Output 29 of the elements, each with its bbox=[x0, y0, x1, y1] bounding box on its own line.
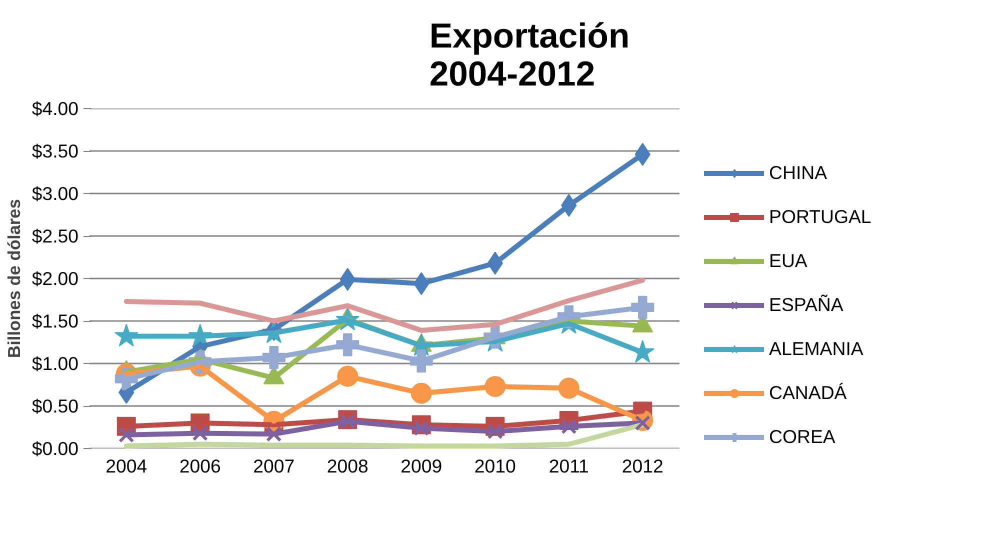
y-tick-label: $3.50 bbox=[32, 140, 78, 162]
point bbox=[192, 425, 208, 442]
point bbox=[340, 413, 356, 430]
x-tick-label: 2010 bbox=[474, 456, 516, 476]
legend-label: EUA bbox=[769, 250, 808, 272]
x-tick-label: 2008 bbox=[326, 456, 368, 476]
y-tick-label: $0.50 bbox=[32, 396, 78, 416]
chart-title: Exportación 2004-2012 bbox=[429, 18, 630, 94]
y-tick-label: $1.00 bbox=[32, 353, 78, 374]
y-tick-label: $3.00 bbox=[32, 183, 78, 204]
legend-label: COREA bbox=[769, 426, 836, 448]
y-axis-title: Billones de dólares bbox=[4, 199, 24, 358]
y-tick-label: $1.50 bbox=[32, 310, 78, 332]
x-tick-label: 2006 bbox=[179, 456, 221, 476]
legend-label: ALEMANIA bbox=[769, 338, 864, 360]
legend-label: ESPAÑA bbox=[769, 294, 844, 316]
x-tick-label: 2007 bbox=[253, 456, 295, 476]
point bbox=[118, 427, 134, 443]
legend-label: PORTUGAL bbox=[769, 206, 872, 228]
y-tick-label: $2.50 bbox=[32, 226, 78, 246]
y-tick-label: $0.00 bbox=[32, 438, 78, 459]
y-tick-label: $2.00 bbox=[32, 268, 78, 289]
legend-label: CANADÁ bbox=[769, 382, 848, 404]
x-tick-label: 2009 bbox=[400, 456, 442, 476]
y-tick-label: $4.00 bbox=[32, 98, 78, 119]
x-tick-label: 2011 bbox=[548, 456, 589, 476]
legend-label: CHINA bbox=[769, 162, 828, 184]
x-tick-label: 2012 bbox=[622, 456, 664, 476]
x-tick-label: 2004 bbox=[106, 456, 148, 476]
